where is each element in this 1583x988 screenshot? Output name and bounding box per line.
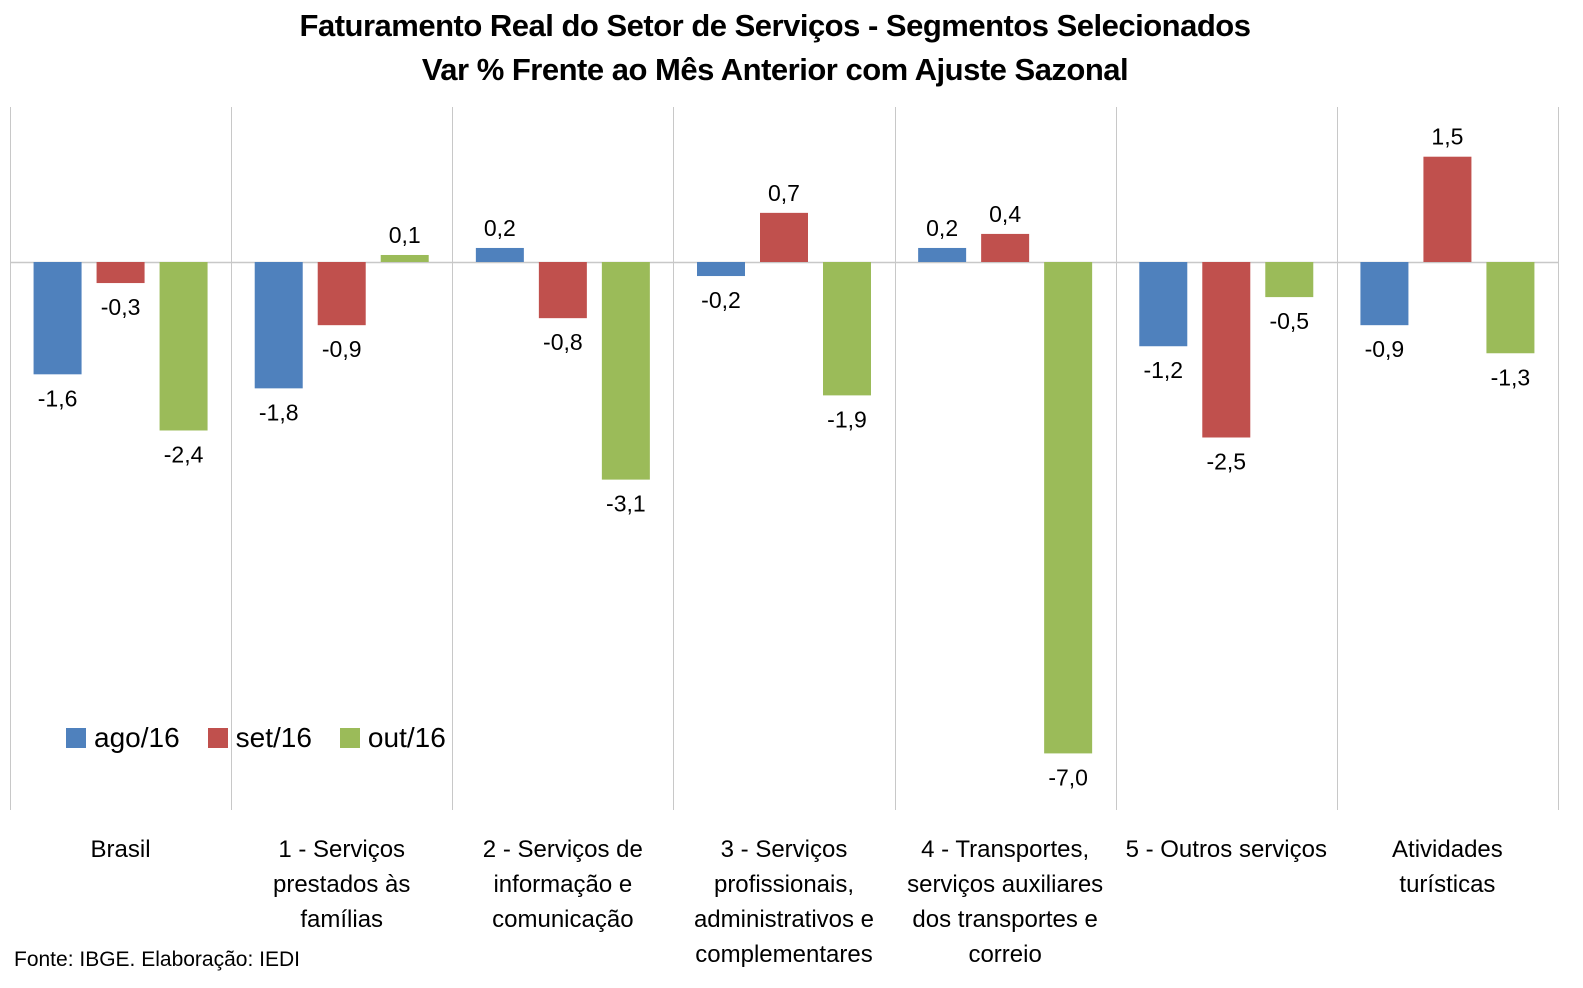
data-label: -3,1 — [606, 491, 646, 517]
data-label: -1,2 — [1143, 357, 1183, 383]
bar-set-16 — [760, 212, 808, 262]
data-label: -0,9 — [1365, 336, 1405, 362]
source-note: Fonte: IBGE. Elaboração: IEDI — [14, 948, 300, 971]
data-label: 0,4 — [989, 201, 1021, 227]
bar-set-16 — [96, 262, 145, 284]
legend-label: out/16 — [367, 722, 446, 753]
category-label: Brasil — [90, 836, 151, 863]
legend: ago/16 set/16 out/16 — [66, 722, 474, 754]
data-label: -2,4 — [164, 441, 204, 467]
data-label: -1,3 — [1491, 364, 1531, 390]
bar-ago-16 — [33, 262, 82, 375]
data-label: -2,5 — [1206, 449, 1246, 475]
category-label: 2 - Serviços de informação e comunicação — [482, 836, 643, 933]
data-label: -0,2 — [701, 287, 741, 313]
bar-out-16 — [1044, 262, 1093, 754]
legend-swatch — [66, 728, 86, 748]
bar-ago-16 — [697, 262, 745, 277]
bar-ago-16 — [475, 247, 524, 262]
data-label: -1,9 — [827, 406, 867, 432]
data-label: -7,0 — [1048, 764, 1088, 790]
chart-subtitle: Var % Frente ao Mês Anterior com Ajuste … — [421, 52, 1129, 87]
data-label: 1,5 — [1431, 124, 1463, 150]
bar-set-16 — [538, 262, 587, 319]
legend-label: ago/16 — [94, 722, 180, 753]
bar-out-16 — [1265, 262, 1314, 298]
bar-out-16 — [601, 262, 650, 480]
bar-out-16 — [1486, 262, 1535, 354]
data-label: 0,2 — [484, 215, 516, 241]
bar-out-16 — [159, 262, 208, 431]
legend-label: set/16 — [235, 722, 312, 753]
bar-set-16 — [1423, 156, 1472, 262]
category-label: 4 - Transportes, serviços auxiliares dos t… — [907, 836, 1104, 968]
data-label: 0,2 — [926, 215, 958, 241]
bar-ago-16 — [1139, 262, 1188, 347]
legend-item: out/16 — [339, 722, 446, 754]
legend-item: set/16 — [207, 722, 312, 754]
category-label: 3 - Serviços profissionais, administrativo… — [693, 836, 875, 968]
chart-title: Faturamento Real do Setor de Serviços - … — [299, 8, 1251, 43]
legend-swatch — [207, 728, 228, 748]
category-label: 1 - Serviços prestados às famílias — [272, 836, 411, 933]
bar-ago-16 — [1360, 262, 1409, 326]
bar-set-16 — [317, 262, 366, 326]
data-label: -0,8 — [543, 329, 583, 355]
bar-out-16 — [823, 262, 871, 396]
bar-set-16 — [981, 233, 1030, 262]
legend-swatch — [339, 728, 360, 748]
legend-item: ago/16 — [66, 722, 180, 754]
category-label: 5 - Outros serviços — [1125, 836, 1327, 863]
data-label: -0,9 — [322, 336, 362, 362]
data-label: 0,1 — [389, 222, 421, 248]
data-label: -0,3 — [101, 294, 141, 320]
data-label: -1,8 — [259, 399, 299, 425]
data-label: 0,7 — [768, 180, 800, 206]
data-label: -1,6 — [38, 385, 78, 411]
bar-ago-16 — [918, 247, 967, 262]
category-label: Atividades turísticas — [1392, 836, 1503, 898]
bar-out-16 — [380, 254, 429, 262]
data-label: -0,5 — [1269, 308, 1309, 334]
bar-set-16 — [1202, 262, 1251, 438]
bar-ago-16 — [254, 262, 303, 389]
